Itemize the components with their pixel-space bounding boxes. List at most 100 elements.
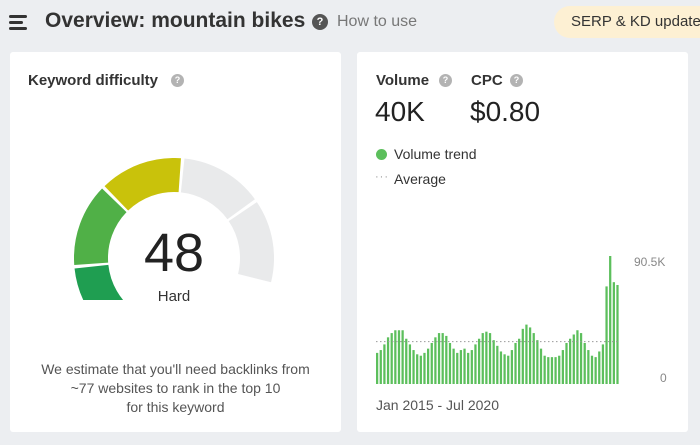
volume-bar: [514, 342, 517, 384]
volume-bar: [572, 334, 575, 384]
volume-bar: [496, 345, 499, 384]
volume-bar: [594, 357, 597, 384]
volume-trend-legend-dot: [376, 149, 387, 160]
cpc-value: $0.80: [470, 96, 541, 127]
volume-bar: [485, 331, 488, 384]
difficulty-description: We estimate that you'll need backlinks f…: [20, 360, 331, 417]
volume-bar: [459, 350, 463, 384]
volume-bar: [477, 338, 481, 384]
y-axis-max-label: 90.5K: [634, 255, 666, 269]
volume-bar: [532, 333, 535, 384]
difficulty-level: Hard: [157, 288, 191, 305]
volume-bar: [456, 352, 459, 384]
volume-bar: [426, 348, 430, 384]
y-axis-min-label: 0: [660, 371, 667, 385]
volume-bar: [386, 337, 390, 384]
volume-bar: [441, 333, 444, 384]
volume-bar: [492, 340, 495, 384]
volume-bar: [445, 335, 448, 384]
description-line: ~77 websites to rank in the top 10: [70, 380, 281, 396]
volume-bar: [587, 350, 590, 384]
volume-bar: [416, 354, 419, 384]
volume-bar: [434, 337, 437, 384]
keyword-difficulty-info-icon[interactable]: ?: [171, 74, 184, 87]
volume-label: Volume: [376, 72, 430, 89]
volume-bar: [565, 342, 568, 384]
volume-bar: [383, 344, 386, 384]
volume-bar: [528, 327, 532, 384]
volume-value: 40K: [375, 96, 425, 127]
volume-bar: [463, 348, 466, 384]
volume-bar: [376, 352, 379, 384]
gauge-segment: [104, 158, 181, 211]
top-bar: Overview: mountain bikes ? How to use SE…: [0, 0, 700, 44]
volume-bar: [412, 350, 415, 384]
volume-bar: [536, 340, 539, 384]
volume-bar: [605, 286, 608, 384]
volume-bar: [609, 256, 612, 384]
volume-trend-chart: [376, 256, 620, 384]
gauge-segment: [74, 188, 127, 265]
volume-bar: [616, 284, 619, 384]
volume-bar: [561, 350, 564, 384]
volume-bar: [448, 342, 452, 384]
volume-bar: [390, 333, 393, 384]
volume-trend-legend-label: Volume trend: [394, 146, 477, 162]
volume-bar: [379, 350, 382, 384]
volume-bar: [423, 352, 426, 384]
keyword-difficulty-card: Keyword difficulty ? 48 Hard We estimate…: [10, 52, 341, 432]
volume-bar: [518, 338, 521, 384]
volume-bar: [419, 355, 422, 384]
description-line: for this keyword: [126, 399, 225, 415]
volume-bar: [554, 357, 557, 384]
volume-bar: [430, 342, 433, 384]
difficulty-gauge: [74, 158, 274, 300]
how-to-use-link[interactable]: How to use: [337, 13, 418, 30]
volume-bar: [401, 330, 404, 384]
volume-bar: [405, 338, 408, 384]
description-line: We estimate that you'll need backlinks f…: [41, 361, 310, 377]
page-title: Overview: mountain bikes: [45, 9, 306, 32]
volume-bar: [474, 344, 477, 384]
volume-bar: [598, 351, 601, 384]
volume-card: Volume ? 40K CPC ? $0.80 Volume trend ··…: [357, 52, 688, 432]
average-legend-label: Average: [394, 171, 446, 187]
gauge-segment: [74, 264, 124, 300]
volume-bar: [481, 333, 484, 384]
volume-info-icon[interactable]: ?: [439, 74, 452, 87]
difficulty-score: 48: [143, 223, 205, 283]
gauge-segment: [180, 158, 255, 220]
volume-bar: [394, 330, 397, 384]
volume-bar: [612, 282, 615, 384]
volume-bar: [437, 333, 441, 384]
volume-bar: [583, 342, 586, 384]
volume-bar: [550, 357, 554, 384]
volume-bar: [558, 355, 561, 384]
volume-bar: [397, 330, 401, 384]
volume-bar: [488, 333, 492, 384]
hamburger-menu-icon[interactable]: [9, 14, 29, 30]
volume-bar: [539, 348, 543, 384]
date-range-label: Jan 2015 - Jul 2020: [376, 397, 499, 413]
volume-bar: [452, 348, 455, 384]
volume-bar: [510, 350, 514, 384]
volume-bar: [547, 357, 550, 384]
help-icon[interactable]: ?: [312, 14, 328, 30]
volume-bar: [499, 351, 503, 384]
volume-bar: [507, 355, 510, 384]
cpc-label: CPC: [471, 72, 503, 89]
volume-bar: [579, 333, 583, 384]
volume-bar: [470, 350, 473, 384]
volume-bar: [590, 355, 594, 384]
volume-bar: [408, 344, 412, 384]
volume-bar: [503, 354, 506, 384]
volume-bar: [467, 352, 470, 384]
average-legend-dots: ···: [375, 171, 389, 183]
cpc-info-icon[interactable]: ?: [510, 74, 523, 87]
serp-kd-updates-button[interactable]: SERP & KD updates: [554, 6, 700, 38]
volume-bar: [521, 328, 524, 384]
volume-bar: [543, 355, 546, 384]
volume-bar: [601, 344, 605, 384]
volume-bar: [576, 330, 579, 384]
volume-bar: [525, 324, 528, 384]
